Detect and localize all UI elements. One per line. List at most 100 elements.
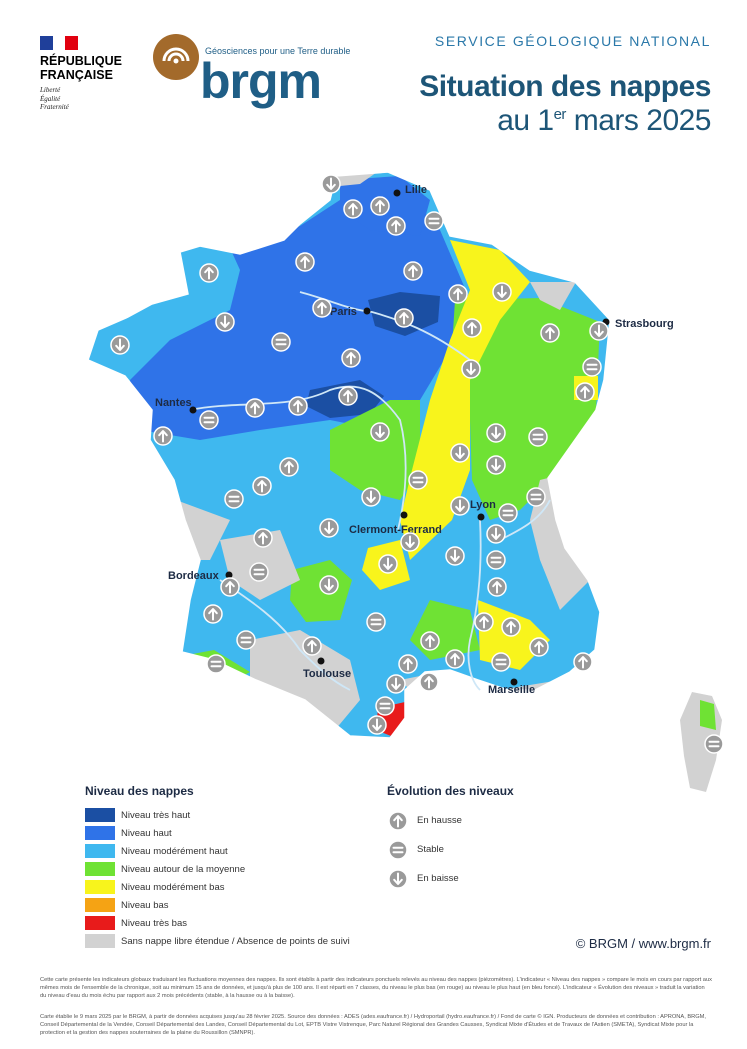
arrow-down-icon [319, 518, 339, 538]
arrow-up-icon [501, 617, 521, 637]
arrow-up-icon [398, 654, 418, 674]
city-label-clermont-ferrand: Clermont-Ferrand [349, 524, 442, 536]
arrow-up-icon [474, 612, 494, 632]
equals-icon [224, 489, 244, 509]
city-lyon: Lyon [470, 499, 496, 521]
arrow-down-icon [321, 174, 341, 194]
arrow-up-icon [487, 577, 507, 597]
arrow-down-icon [589, 321, 609, 341]
legend-item: En baisse [387, 864, 514, 893]
city-label-nantes: Nantes [155, 397, 192, 409]
legend-item: Niveau autour de la moyenne [85, 860, 350, 878]
legend-label: Stable [417, 844, 444, 855]
legend-label: Niveau modérément haut [121, 845, 228, 857]
city-nantes: Nantes [155, 397, 197, 414]
arrow-up-icon [573, 652, 593, 672]
equals-icon [199, 410, 219, 430]
arrow-down-icon [370, 422, 390, 442]
legend-evolution-title: Évolution des niveaux [387, 784, 514, 798]
arrow-down-icon [486, 524, 506, 544]
equals-icon [388, 839, 408, 860]
equals-icon [582, 357, 602, 377]
arrow-up-icon [203, 604, 223, 624]
arrow-down-icon [450, 443, 470, 463]
city-strasbourg: Strasbourg [602, 318, 674, 330]
arrow-up-icon [462, 318, 482, 338]
legend-item: Niveau très haut [85, 806, 350, 824]
brgm-tagline: Géosciences pour une Terre durable [205, 46, 351, 56]
arrow-up-icon [252, 476, 272, 496]
brgm-wordmark: brgm [200, 53, 322, 109]
republique-francaise-logo: RÉPUBLIQUE FRANÇAISE [40, 54, 122, 82]
equals-icon [526, 487, 546, 507]
motto-egalite: Égalité [40, 94, 61, 103]
city-paris: Paris [330, 306, 371, 318]
equals-icon [408, 470, 428, 490]
legend-label: Niveau très bas [121, 917, 188, 929]
arrow-up-icon [370, 196, 390, 216]
legend-label: En baisse [417, 873, 459, 884]
arrow-up-icon [279, 457, 299, 477]
legend-item: Niveau haut [85, 824, 350, 842]
arrow-down-icon [319, 575, 339, 595]
legend-evolution: Évolution des niveaux En hausse Stable E… [387, 784, 514, 893]
arrow-down-icon [400, 532, 420, 552]
france-groundwater-map: Lille Paris Strasbourg Nantes Lyon Clerm… [87, 171, 724, 792]
page-subtitle: au 1er mars 2025 [497, 104, 711, 137]
equals-icon [375, 696, 395, 716]
equals-icon [486, 550, 506, 570]
arrow-up-icon [288, 396, 308, 416]
arrow-down-icon [388, 868, 408, 889]
legend-label: Niveau modérément bas [121, 881, 225, 893]
arrow-down-icon [215, 312, 235, 332]
arrow-down-icon [445, 546, 465, 566]
legend-label: Niveau haut [121, 827, 172, 839]
arrow-up-icon [448, 284, 468, 304]
legend-niveau-title: Niveau des nappes [85, 784, 194, 798]
city-label-paris: Paris [330, 306, 357, 318]
arrow-up-icon [153, 426, 173, 446]
legend-item: Stable [387, 835, 514, 864]
arrow-down-icon [461, 359, 481, 379]
legend-item: Niveau modérément bas [85, 878, 350, 896]
arrow-up-icon [529, 637, 549, 657]
arrow-up-icon [388, 810, 408, 831]
city-label-marseille: Marseille [488, 684, 535, 696]
legend-item: Niveau très bas [85, 914, 350, 932]
arrow-up-icon [253, 528, 273, 548]
arrow-up-icon [386, 216, 406, 236]
city-label-lille: Lille [405, 184, 427, 196]
page-title: Situation des nappes [419, 70, 711, 103]
arrow-down-icon [486, 455, 506, 475]
arrow-up-icon [220, 577, 240, 597]
motto-fraternite: Fraternité [40, 103, 69, 111]
copyright-link[interactable]: © BRGM / www.brgm.fr [575, 936, 711, 951]
arrow-up-icon [312, 298, 332, 318]
legend-item: Sans nappe libre étendue / Absence de po… [85, 932, 350, 950]
motto-liberte: Liberté [40, 86, 61, 94]
equals-icon [424, 211, 444, 231]
arrow-up-icon [295, 252, 315, 272]
arrow-down-icon [361, 487, 381, 507]
legend-label: Niveau très haut [121, 809, 191, 821]
france-outline [87, 171, 611, 739]
legend-swatch [85, 844, 115, 858]
arrow-down-icon [378, 554, 398, 574]
arrow-down-icon [386, 674, 406, 694]
equals-icon [366, 612, 386, 632]
rf-line-1: RÉPUBLIQUE [40, 54, 122, 68]
equals-icon [498, 503, 518, 523]
legend-label: Niveau autour de la moyenne [121, 863, 246, 875]
legend-label: Niveau bas [121, 899, 169, 911]
brgm-logo-icon [153, 34, 199, 80]
legend-label: En hausse [417, 815, 462, 826]
arrow-up-icon [403, 261, 423, 281]
city-label-bordeaux: Bordeaux [168, 570, 220, 582]
arrow-up-icon [419, 672, 439, 692]
arrow-down-icon [110, 335, 130, 355]
legend-item: Niveau bas [85, 896, 350, 914]
equals-icon [236, 630, 256, 650]
legend-swatch [85, 916, 115, 930]
equals-icon [206, 654, 226, 674]
arrow-down-icon [486, 423, 506, 443]
